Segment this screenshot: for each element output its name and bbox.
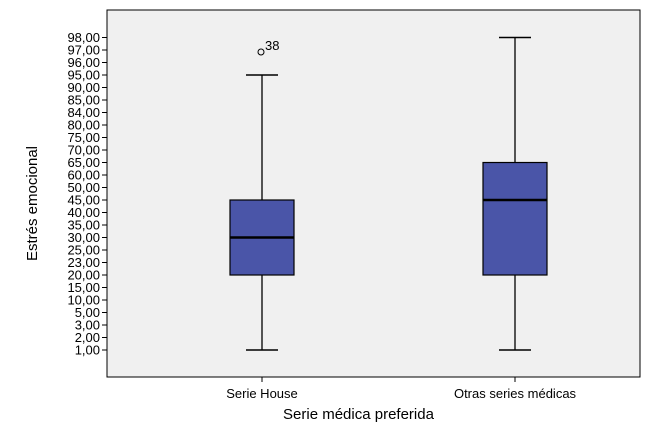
y-tick-label: 97,00 [67,43,100,58]
y-tick-label: 84,00 [67,105,100,120]
y-tick-label: 80,00 [67,118,100,133]
y-tick-label: 45,00 [67,193,100,208]
y-tick-label: 2,00 [75,330,100,345]
y-tick-label: 95,00 [67,68,100,83]
y-axis: 1,002,003,005,0010,0015,0020,0023,0025,0… [67,30,107,358]
y-tick-label: 25,00 [67,243,100,258]
y-tick-label: 35,00 [67,218,100,233]
y-tick-label: 23,00 [67,255,100,270]
x-axis: Serie House Otras series médicas [226,377,577,401]
y-tick-label: 1,00 [75,343,100,358]
y-tick-label: 98,00 [67,30,100,45]
boxes-layer: 38 [229,36,548,351]
box-1 [482,36,548,351]
y-tick-label: 20,00 [67,268,100,283]
y-tick-label: 3,00 [75,318,100,333]
y-tick-label: 30,00 [67,230,100,245]
y-tick-label: 40,00 [67,205,100,220]
y-tick-label: 10,00 [67,293,100,308]
outlier-label: 38 [265,38,279,53]
y-tick-label: 60,00 [67,168,100,183]
x-axis-title: Serie médica preferida [283,406,435,423]
y-tick-label: 15,00 [67,280,100,295]
interquartile-box [482,161,548,276]
box-0: 38 [229,38,295,351]
plot-area [106,9,641,378]
y-tick-label: 65,00 [67,155,100,170]
y-tick-label: 90,00 [67,80,100,95]
outlier-point [257,48,265,56]
y-tick-label: 96,00 [67,55,100,70]
y-tick-label: 5,00 [75,305,100,320]
y-tick-label: 50,00 [67,180,100,195]
y-axis-title: Estrés emocional [24,146,41,261]
y-tick-label: 85,00 [67,93,100,108]
y-tick-label: 70,00 [67,143,100,158]
y-tick-label: 75,00 [67,130,100,145]
x-category-label: Otras series médicas [454,386,577,401]
x-category-label: Serie House [226,386,298,401]
